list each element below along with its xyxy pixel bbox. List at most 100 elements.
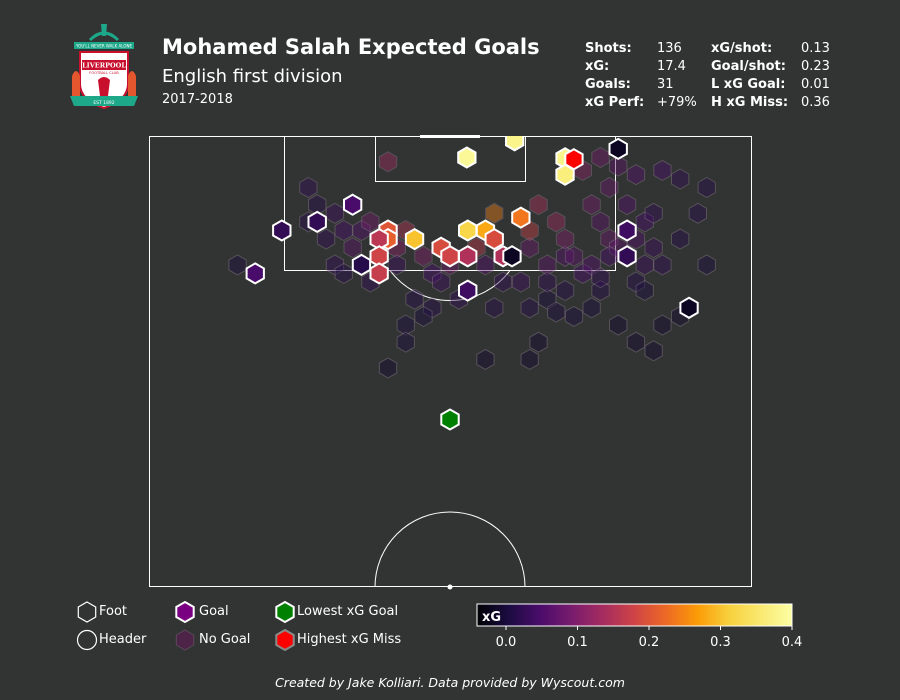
shot-goal-marker <box>458 219 478 242</box>
stat-label: L xG Goal: <box>711 77 786 92</box>
header-circle-icon <box>76 629 98 651</box>
shot-no-goal-marker <box>609 155 628 177</box>
highest-xg-miss-hex-icon <box>275 628 295 652</box>
shots-layer <box>228 136 716 431</box>
shot-goal-marker <box>440 245 460 268</box>
shot-no-goal-marker <box>476 348 495 370</box>
shot-no-goal-marker <box>538 288 557 310</box>
shot-no-goal-marker <box>617 194 637 216</box>
shot-no-goal-marker <box>423 262 442 284</box>
shot-no-goal-marker <box>485 202 504 224</box>
centre-circle <box>374 511 526 588</box>
shot-no-goal-marker <box>582 297 601 319</box>
shot-no-goal-marker <box>697 176 716 199</box>
shot-no-goal-marker <box>547 211 566 233</box>
colorbar-label: xG <box>482 610 501 625</box>
colorbar <box>477 604 792 626</box>
colorbar-tick-label: 0.1 <box>567 635 588 650</box>
shot-no-goal-marker <box>564 245 584 267</box>
stats-left-labels: Shots: xG: Goals: xG Perf: <box>585 40 644 112</box>
credit-text: Created by Jake Kolliari. Data provided … <box>275 675 625 690</box>
shot-goal-marker <box>351 253 372 277</box>
svg-text:EST 1892: EST 1892 <box>93 100 114 106</box>
stats-left-values: 136 17.4 31 +79% <box>657 40 697 112</box>
colorbar-border <box>476 603 793 627</box>
shot-no-goal-marker <box>609 314 628 336</box>
shot-goal-marker <box>307 210 327 234</box>
shot-goal-marker <box>617 219 637 242</box>
shot-no-goal-marker <box>299 176 318 199</box>
stat-value: 0.13 <box>801 41 830 56</box>
colorbar-tick-label: 0.3 <box>710 635 731 650</box>
no-goal-hex-icon <box>175 629 195 651</box>
shot-no-goal-marker <box>325 254 345 276</box>
stat-value: 31 <box>657 77 674 92</box>
season-label: 2017-2018 <box>162 92 233 107</box>
shot-no-goal-marker <box>697 254 716 276</box>
stat-label: Goals: <box>585 77 631 92</box>
goal-hex-icon <box>175 600 195 624</box>
shot-goal-marker <box>608 137 628 161</box>
shot-no-goal-marker <box>529 194 548 216</box>
shot-goal-marker <box>272 219 292 242</box>
shot-goal-marker <box>457 146 477 169</box>
shot-no-goal-marker <box>644 340 663 362</box>
shot-no-goal-marker <box>635 280 654 302</box>
shot-no-goal-marker <box>591 146 610 169</box>
shot-goal-marker <box>679 296 699 319</box>
stat-value: 0.01 <box>801 77 830 92</box>
shot-no-goal-marker <box>538 254 557 276</box>
shot-no-goal-marker <box>485 297 504 319</box>
shot-no-goal-marker <box>396 314 415 336</box>
legend-no-goal-label: No Goal <box>199 632 251 647</box>
colorbar-tick-label: 0.0 <box>496 635 517 650</box>
shot-no-goal-marker <box>343 237 362 259</box>
shot-no-goal-marker <box>582 194 601 216</box>
colorbar-tick-label: 0.4 <box>782 635 803 650</box>
shot-no-goal-marker <box>653 254 672 276</box>
shot-no-goal-marker <box>423 297 442 319</box>
stat-label: xG Perf: <box>585 95 645 110</box>
shot-no-goal-marker <box>361 211 380 233</box>
penalty-arc <box>389 270 511 301</box>
legend-header-label: Header <box>99 632 147 647</box>
shot-no-goal-marker <box>538 271 557 293</box>
shot-no-goal-marker <box>644 237 663 259</box>
stat-value: 136 <box>657 41 682 56</box>
foot-hex-icon <box>77 601 97 623</box>
shot-no-goal-marker <box>378 151 398 173</box>
shot-no-goal-marker <box>671 168 690 190</box>
shot-no-goal-marker <box>564 305 584 327</box>
stat-label: Shots: <box>585 41 632 56</box>
shot-no-goal-marker <box>334 262 353 284</box>
pitch-lines <box>149 135 752 588</box>
shot-goal-marker <box>502 245 522 268</box>
stat-label: xG/shot: <box>711 41 773 56</box>
legend-lowest-xg-goal-label: Lowest xG Goal <box>297 604 399 619</box>
shot-no-goal-marker <box>671 228 690 250</box>
svg-text:LIVERPOOL: LIVERPOOL <box>82 62 126 70</box>
shot-no-goal-marker <box>644 202 663 224</box>
stat-value: 0.36 <box>801 95 830 110</box>
shot-no-goal-marker <box>582 254 601 276</box>
shot-goal-marker <box>404 227 425 251</box>
lowest-xg-goal-hex-icon <box>275 600 295 624</box>
shot-no-goal-marker <box>520 237 539 259</box>
stat-label: H xG Miss: <box>711 95 789 110</box>
shot-goal-marker <box>617 245 637 268</box>
shot-goal-marker <box>511 206 531 229</box>
shot-no-goal-marker <box>387 254 406 276</box>
centre-spot <box>447 584 453 590</box>
chart-title: Mohamed Salah Expected Goals <box>162 35 540 59</box>
shot-no-goal-marker <box>653 159 672 181</box>
colorbar-tick-label: 0.2 <box>639 635 660 650</box>
shot-goal-marker <box>245 262 265 285</box>
shot-goal-marker <box>458 245 478 268</box>
shot-no-goal-marker <box>600 176 619 199</box>
shot-no-goal-marker <box>591 267 610 289</box>
shot-goal-marker <box>505 136 525 152</box>
shot-no-goal-marker <box>334 219 353 242</box>
stats-right-values: 0.13 0.23 0.01 0.36 <box>801 40 830 112</box>
shot-goal-marker <box>484 227 504 251</box>
shot-no-goal-marker <box>520 348 539 370</box>
